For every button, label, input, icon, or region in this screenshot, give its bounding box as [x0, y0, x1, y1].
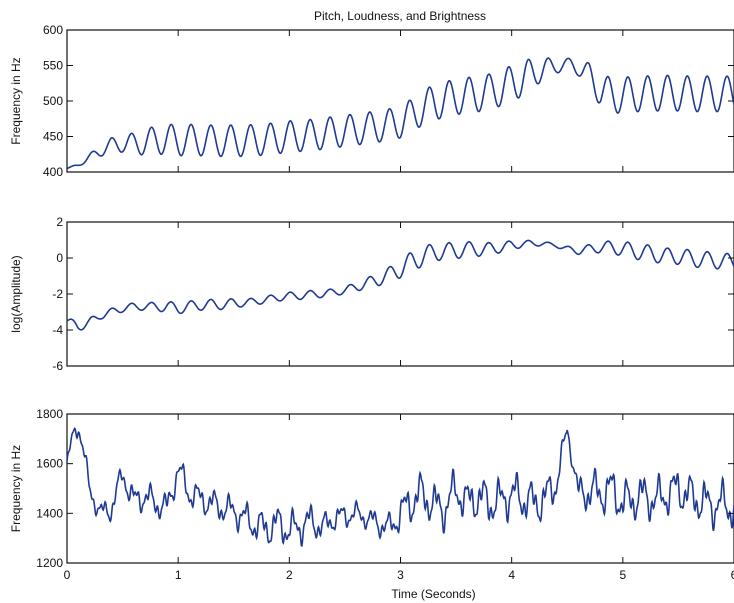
y-tick-label: 550: [43, 59, 63, 73]
x-tick-label: 6: [731, 568, 734, 582]
brightness-line: [66, 427, 734, 548]
figure-title: Pitch, Loudness, and Brightness: [314, 9, 486, 23]
y-tick-label: 1200: [36, 556, 63, 570]
y-tick-label: 2: [56, 215, 63, 229]
loudness-ylabel: log(Amplitude): [9, 255, 23, 332]
brightness-ylabel: Frequency in Hz: [9, 445, 23, 532]
y-tick-label: 400: [43, 165, 63, 179]
y-tick-label: 1400: [36, 506, 63, 520]
y-tick-label: -4: [52, 323, 63, 337]
brightness-ticks: 1200 1400 1600 1800 0 1 2 3 4 5 6: [36, 407, 734, 582]
y-tick-label: 500: [43, 94, 63, 108]
y-tick-label: 0: [56, 251, 63, 265]
y-tick-label: 1800: [36, 407, 63, 421]
loudness-axes-box: [66, 221, 734, 367]
loudness-line: [66, 239, 734, 331]
y-tick-label: 1600: [36, 457, 63, 471]
loudness-panel: log(Amplitude) -6 -4 -2 0 2: [9, 215, 734, 373]
y-tick-label: 600: [43, 23, 63, 37]
pitch-ticks: 400 450 500 550 600: [43, 23, 734, 179]
brightness-xlabel: Time (Seconds): [391, 587, 475, 601]
y-tick-label: -6: [52, 359, 63, 373]
y-tick-label: 450: [43, 130, 63, 144]
pitch-panel: Frequency in Hz 400 450 500 550 600: [9, 23, 734, 179]
x-tick-label: 5: [619, 568, 626, 582]
x-tick-label: 3: [397, 568, 404, 582]
pitch-line: [66, 57, 734, 170]
x-tick-label: 4: [508, 568, 515, 582]
pitch-ylabel: Frequency in Hz: [9, 57, 23, 144]
x-tick-label: 1: [175, 568, 182, 582]
x-tick-label: 2: [286, 568, 293, 582]
y-tick-label: -2: [52, 287, 63, 301]
brightness-panel: Frequency in Hz Time (Seconds) 120014001…: [9, 407, 734, 601]
brightness-axes-box: [66, 413, 734, 564]
loudness-ticks: -6 -4 -2 0 2: [52, 215, 734, 373]
x-tick-label: 0: [64, 568, 71, 582]
